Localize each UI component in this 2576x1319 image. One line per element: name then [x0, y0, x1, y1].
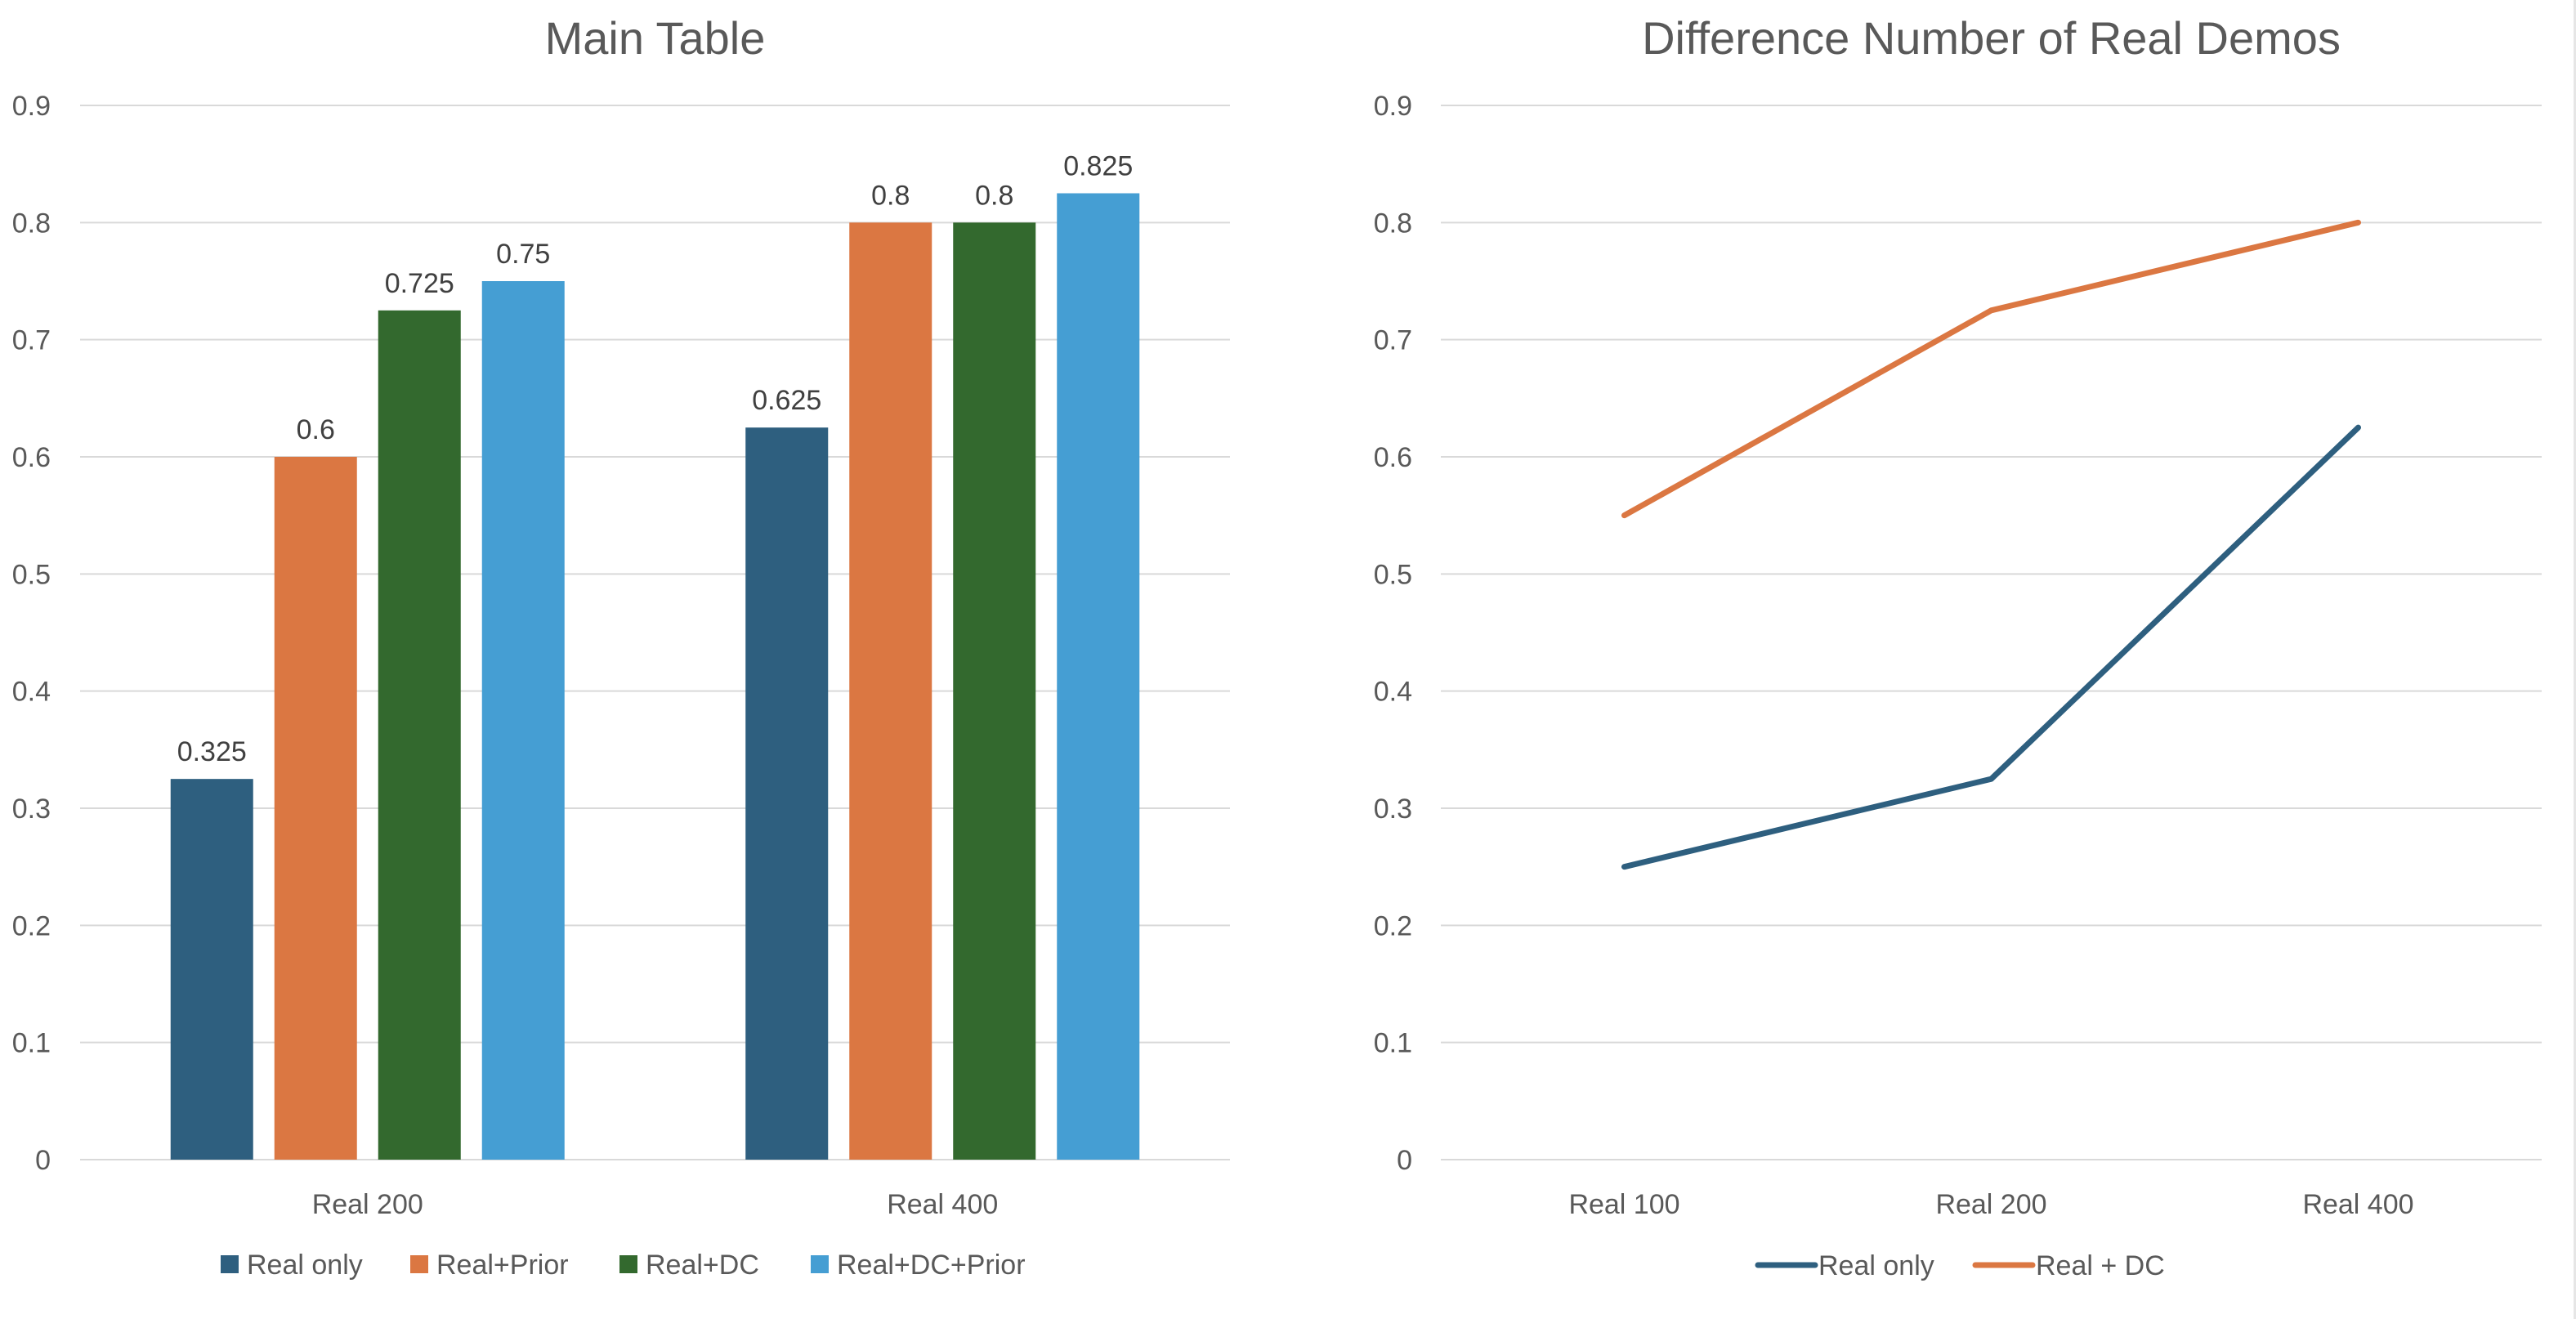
y-tick-label: 0.5: [1374, 559, 1412, 590]
series-line: [1621, 219, 2361, 519]
bar: [274, 457, 357, 1160]
x-category-label: Real 200: [1935, 1189, 2046, 1220]
y-tick-label: 0.3: [1374, 794, 1412, 825]
chart-title: Main Table: [545, 12, 766, 64]
y-tick-label: 0.6: [1374, 442, 1412, 473]
y-tick-label: 0.1: [12, 1028, 51, 1059]
y-tick-label: 0.9: [12, 91, 51, 122]
y-tick-label: 0.8: [12, 208, 51, 239]
data-label: 0.725: [385, 268, 454, 299]
data-label: 0.825: [1063, 151, 1133, 182]
legend-swatch: [811, 1255, 829, 1273]
legend-label: Real+DC: [646, 1250, 759, 1281]
legend-swatch: [221, 1255, 239, 1273]
chart-border: [2574, 0, 2576, 1319]
line-chart-panel: Difference Number of Real Demos 0 0.1 0.2 0.…: [1291, 0, 2576, 1319]
bar: [849, 222, 932, 1160]
y-tick-label: 0.9: [1374, 91, 1412, 122]
data-label: 0.75: [496, 239, 550, 270]
bar: [1057, 193, 1140, 1160]
bar: [745, 427, 829, 1160]
series-line: [1621, 424, 2361, 870]
y-tick-label: 0.2: [1374, 910, 1412, 941]
data-label: 0.6: [297, 414, 335, 445]
y-tick-label: 0.4: [1374, 677, 1412, 708]
bar: [378, 310, 461, 1160]
y-tick-label: 0.3: [12, 794, 51, 825]
y-tick-label: 0.5: [12, 559, 51, 590]
bar: [481, 281, 565, 1160]
x-category-label: Real 100: [1568, 1189, 1679, 1220]
x-category-label: Real 400: [2302, 1189, 2413, 1220]
legend-label: Real only: [1818, 1250, 1934, 1281]
data-label: 0.625: [752, 385, 821, 416]
data-label: 0.8: [975, 180, 1013, 211]
line-chart: Difference Number of Real Demos 0 0.1 0.2 0.…: [1374, 12, 2542, 1281]
bar-chart: Main Table 0 0.1 0.2 0.3 0.4 0.5 0.6 0.7 0.8 0.9 0.…: [12, 12, 1230, 1281]
y-tick-label: 0.8: [1374, 208, 1412, 239]
x-category-label: Real 400: [887, 1189, 998, 1220]
bar: [170, 779, 253, 1160]
data-label: 0.8: [871, 180, 910, 211]
y-tick-label: 0.2: [12, 910, 51, 941]
y-tick-label: 0.7: [12, 325, 51, 356]
legend-label: Real + DC: [2036, 1250, 2165, 1281]
y-tick-label: 0: [1397, 1145, 1412, 1176]
legend-swatch: [619, 1255, 637, 1273]
bar: [953, 222, 1036, 1160]
chart-title: Difference Number of Real Demos: [1642, 12, 2341, 64]
y-tick-label: 0.7: [1374, 325, 1412, 356]
legend-label: Real+DC+Prior: [837, 1250, 1026, 1281]
legend-swatch: [410, 1255, 428, 1273]
data-label: 0.325: [177, 736, 247, 767]
legend-label: Real only: [247, 1250, 363, 1281]
legend-label: Real+Prior: [436, 1250, 569, 1281]
bar-chart-panel: Main Table 0 0.1 0.2 0.3 0.4 0.5 0.6 0.7 0.8 0.9 0.…: [0, 0, 1275, 1319]
y-tick-label: 0: [35, 1145, 51, 1176]
y-tick-label: 0.4: [12, 677, 51, 708]
y-tick-label: 0.6: [12, 442, 51, 473]
y-tick-label: 0.1: [1374, 1028, 1412, 1059]
x-category-label: Real 200: [312, 1189, 423, 1220]
